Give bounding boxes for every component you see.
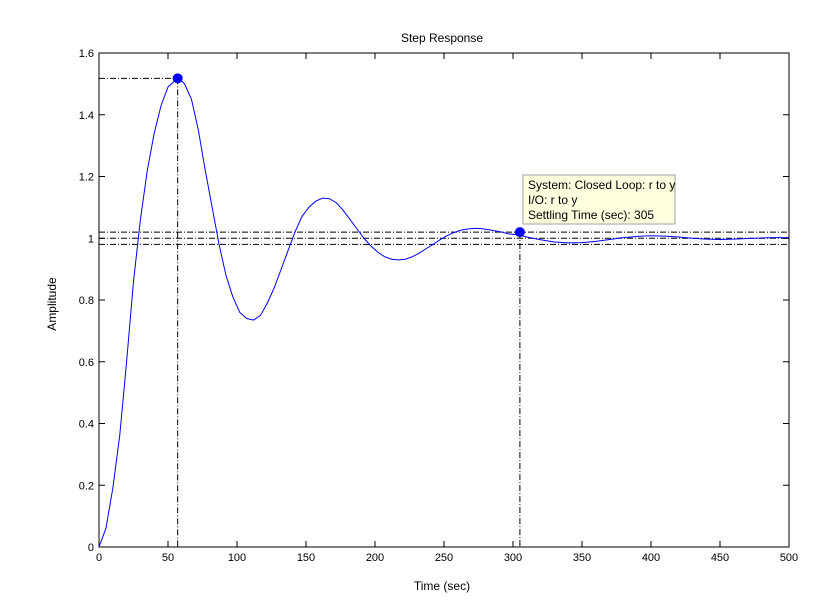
x-tick-label: 250 xyxy=(435,552,453,564)
x-axis-label: Time (sec) xyxy=(414,579,470,593)
settling-time-marker[interactable] xyxy=(514,227,525,238)
x-tick-label: 500 xyxy=(780,552,798,564)
x-tick-label: 100 xyxy=(228,552,246,564)
chart-title: Step Response xyxy=(401,31,483,45)
datatip-line: Settling Time (sec): 305 xyxy=(528,208,654,222)
x-tick-label: 50 xyxy=(162,552,174,564)
settling-time-datatip[interactable] xyxy=(522,174,676,225)
y-tick-label: 0.4 xyxy=(79,419,94,431)
step-response-line xyxy=(98,77,789,548)
datatip-line: I/O: r to y xyxy=(528,193,577,207)
y-tick-label: 1.4 xyxy=(79,110,94,122)
x-tick-label: 350 xyxy=(573,552,591,564)
x-tick-label: 300 xyxy=(504,552,522,564)
x-tick-label: 150 xyxy=(297,552,315,564)
y-axis-label: Amplitude xyxy=(45,277,59,331)
datatip-line: System: Closed Loop: r to y xyxy=(528,178,675,192)
x-tick-label: 0 xyxy=(96,552,102,564)
x-tick-label: 400 xyxy=(642,552,660,564)
x-tick-label: 200 xyxy=(366,552,384,564)
peak-marker[interactable] xyxy=(172,73,183,84)
y-tick-label: 0 xyxy=(88,542,94,554)
y-tick-label: 0.2 xyxy=(79,480,94,492)
x-tick-label: 450 xyxy=(711,552,729,564)
plot-layer: 0 50 100 150 200 250 300 350 400 450 500 0 0.2 0.4 0.6… xyxy=(79,48,798,564)
y-tick-label: 0.6 xyxy=(79,357,94,369)
y-tick-label: 1.6 xyxy=(79,48,94,60)
y-tick-label: 1 xyxy=(88,233,94,245)
y-tick-label: 1.2 xyxy=(79,172,94,184)
y-tick-label: 0.8 xyxy=(79,295,94,307)
